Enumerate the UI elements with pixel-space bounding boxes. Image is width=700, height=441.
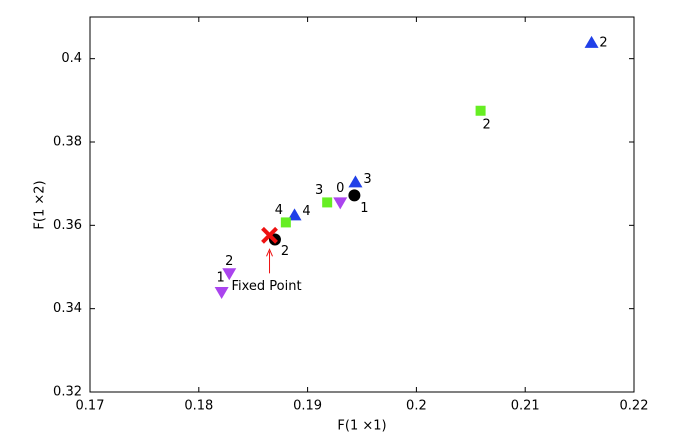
marker: [475, 105, 486, 116]
marker: [261, 226, 278, 244]
point-label: 2: [281, 244, 289, 259]
marker: [322, 197, 333, 208]
point-label: 3: [315, 183, 323, 198]
point-label: 1: [360, 201, 368, 216]
marker: [348, 175, 363, 188]
point-label: 4: [302, 204, 310, 219]
point-label: 1: [217, 271, 225, 286]
point-label: 0: [336, 181, 344, 196]
point-label: 2: [482, 117, 490, 132]
marker: [584, 35, 599, 48]
plot-frame: [89, 16, 635, 393]
y-tick-label: 0.32: [53, 385, 82, 400]
x-tick-label: 0.19: [293, 399, 322, 414]
marker: [214, 287, 229, 299]
annotation-arrowhead: [266, 248, 273, 257]
point-label: 2: [225, 254, 233, 269]
y-tick-label: 0.38: [53, 135, 82, 150]
marker: [222, 268, 237, 281]
marker: [348, 189, 361, 202]
x-tick-label: 0.22: [620, 399, 649, 414]
x-tick-label: 0.17: [76, 399, 105, 414]
point-label: 4: [275, 203, 283, 218]
x-tick-label: 0.18: [184, 399, 213, 414]
point-label: 2: [599, 35, 607, 50]
x-axis-label: F(1 ×1): [337, 419, 386, 434]
y-tick-label: 0.4: [61, 51, 82, 66]
annotation: Fixed Point: [231, 279, 301, 294]
x-tick-label: 0.21: [511, 399, 540, 414]
y-tick-label: 0.36: [53, 218, 82, 233]
marker: [280, 217, 291, 228]
marker: [287, 208, 302, 221]
marker: [333, 197, 348, 210]
y-axis-label: F(1 ×2): [33, 180, 48, 229]
y-tick-label: 0.34: [53, 301, 82, 316]
point-label: 3: [363, 172, 371, 187]
x-tick-label: 0.2: [406, 399, 427, 414]
